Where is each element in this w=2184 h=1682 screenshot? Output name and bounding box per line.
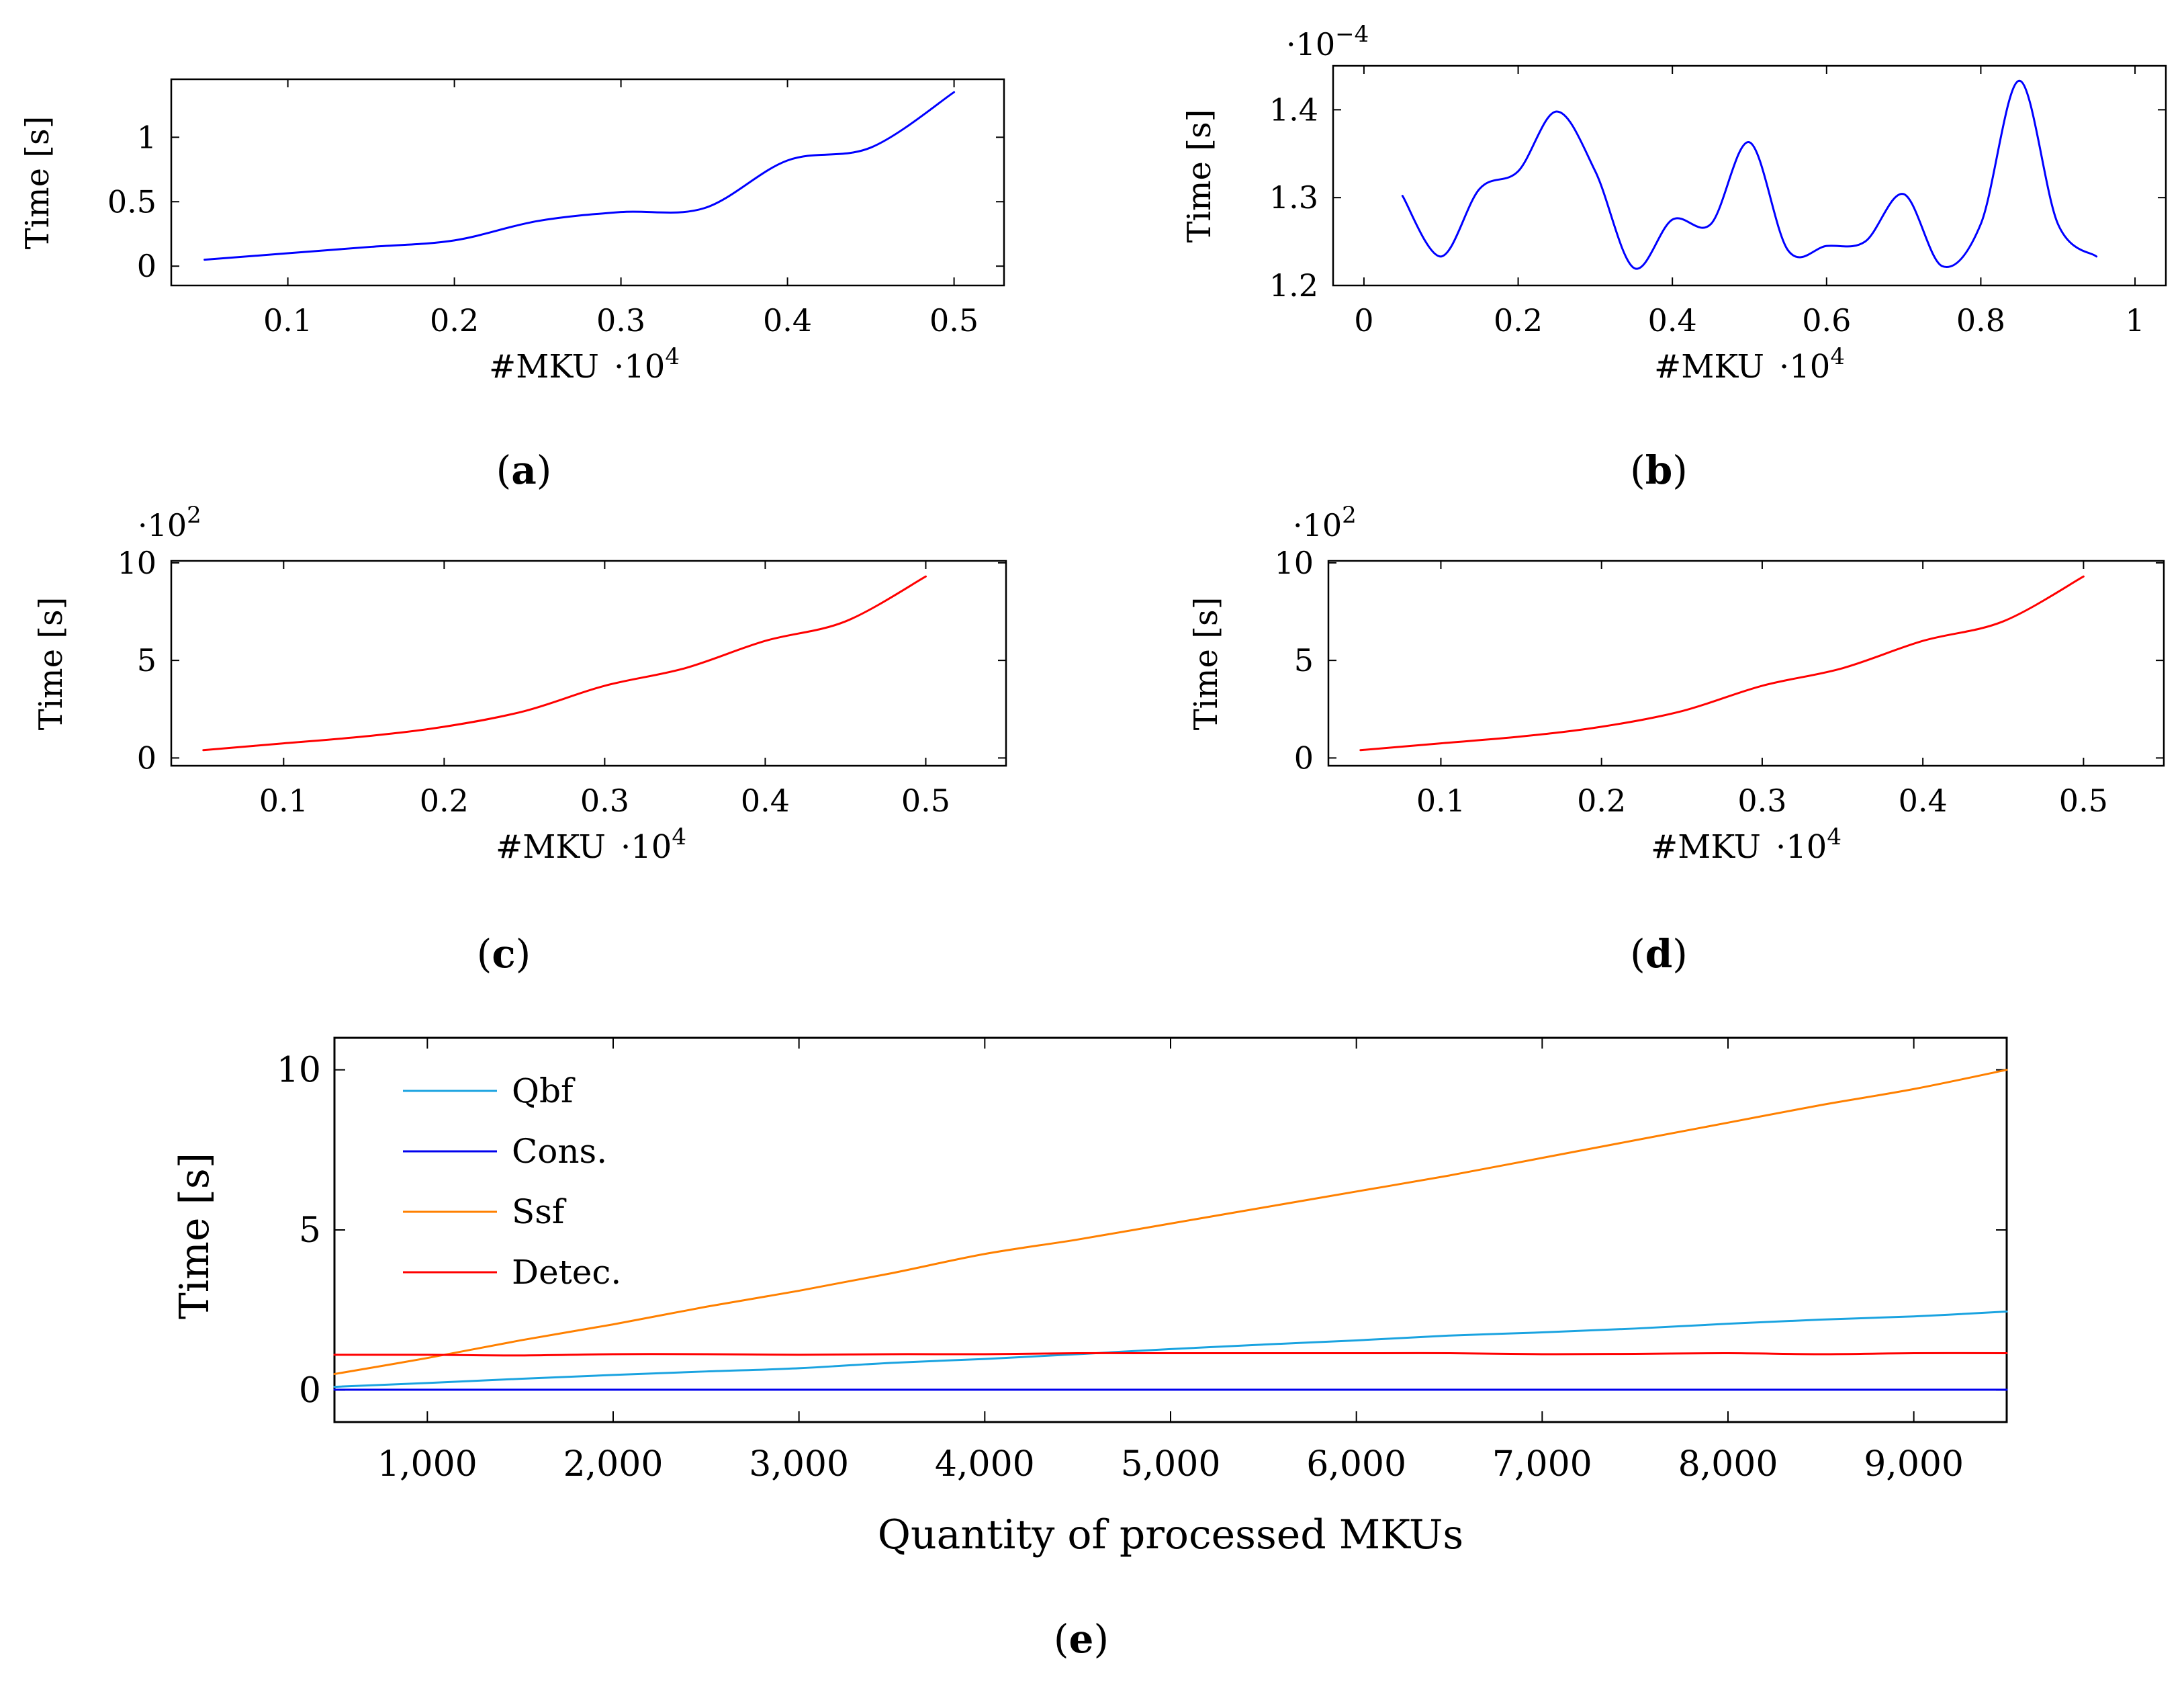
y-tick-label-e: 0 [299, 1370, 321, 1411]
x-tick-label-d: 0.3 [1737, 783, 1786, 819]
y-tick-label-d: 5 [1294, 642, 1314, 678]
x-tick-label-e: 6,000 [1306, 1444, 1406, 1485]
series-line-c-0 [202, 575, 927, 752]
y-tick-label-c: 10 [117, 545, 156, 581]
chart-panel-a: 0.1 0.2 0.3 0.4 0.5 0 0.5 1 Time [s] #MKU ·104 (a) [19, 78, 1005, 493]
x-tick-label-d: 0.4 [1899, 783, 1948, 819]
x-axis-label-c: #MKU ·104 [496, 824, 686, 866]
legend-label-cons: Cons. [512, 1132, 607, 1171]
caption-a: (a) [496, 447, 552, 493]
caption-c: (c) [477, 931, 531, 977]
series-line-a-0 [203, 91, 956, 261]
x-tick-label-c: 0.1 [259, 783, 308, 819]
x-tick-label-e: 9,000 [1864, 1444, 1964, 1485]
plot-frame-a [170, 78, 1005, 287]
caption-e: (e) [1054, 1616, 1109, 1662]
series-line-d-0 [1359, 575, 2085, 752]
caption-b: (b) [1630, 447, 1688, 493]
x-tick-label-b: 0.6 [1802, 302, 1851, 339]
plot-frame-e [333, 1036, 2008, 1423]
y-multiplier-b: ·10−4 [1286, 21, 1369, 62]
y-tick-label-b: 1.4 [1269, 91, 1318, 128]
x-tick-label-e: 1,000 [377, 1444, 477, 1485]
legend-label-ssf: Ssf [512, 1192, 567, 1231]
x-tick-label-e: 5,000 [1121, 1444, 1221, 1485]
y-tick-label-b: 1.2 [1269, 267, 1318, 304]
y-tick-label-b: 1.3 [1269, 179, 1318, 216]
y-tick-label-e: 10 [277, 1051, 321, 1091]
plot-frame-b [1332, 64, 2167, 287]
y-tick-label-a: 0 [137, 248, 156, 284]
y-tick-label-d: 0 [1294, 740, 1314, 776]
y-tick-label-c: 0 [137, 740, 156, 776]
x-tick-label-a: 0.5 [929, 302, 979, 339]
y-axis-label-e: Time [s] [171, 1153, 218, 1319]
chart-panel-c: 0.1 0.2 0.3 0.4 0.5 0 5 10 Time [s] #MKU ·104 ·102 (… [32, 502, 1007, 977]
x-tick-label-a: 0.1 [263, 302, 312, 339]
y-axis-label-c: Time [s] [32, 597, 70, 731]
y-tick-label-e: 5 [299, 1210, 321, 1251]
x-tick-label-d: 0.5 [2059, 783, 2108, 819]
caption-d: (d) [1630, 931, 1688, 977]
x-tick-label-b: 1 [2125, 302, 2144, 339]
series-line-e-detec [333, 1352, 2008, 1357]
x-tick-label-b: 0.2 [1494, 302, 1543, 339]
x-tick-label-e: 2,000 [563, 1444, 664, 1485]
series-line-e-ssf [333, 1069, 2008, 1375]
x-tick-label-a: 0.2 [430, 302, 479, 339]
legend-label-detec: Detec. [512, 1253, 621, 1292]
x-tick-label-e: 7,000 [1492, 1444, 1592, 1485]
y-multiplier-d: ·102 [1293, 502, 1357, 543]
legend: Qbf Cons. Ssf Detec. [403, 1071, 621, 1292]
y-tick-label-d: 10 [1274, 545, 1314, 581]
chart-panel-d: 0.1 0.2 0.3 0.4 0.5 0 5 10 Time [s] #MKU ·104 ·102 (… [1187, 502, 2165, 977]
plot-frame-c [170, 560, 1007, 767]
x-tick-label-c: 0.5 [901, 783, 950, 819]
chart-panel-b: 0 0.2 0.4 0.6 0.8 1 1.2 1.3 1.4 Time [s] #MKU ·104 ·… [1181, 21, 2167, 493]
x-axis-label-a: #MKU ·104 [489, 343, 680, 386]
y-axis-label-a: Time [s] [19, 116, 56, 250]
x-tick-label-c: 0.3 [580, 783, 629, 819]
x-tick-label-d: 0.2 [1577, 783, 1626, 819]
x-tick-label-e: 4,000 [935, 1444, 1035, 1485]
y-multiplier-c: ·102 [138, 502, 201, 543]
legend-label-qbf: Qbf [512, 1071, 576, 1110]
y-axis-label-d: Time [s] [1187, 597, 1225, 731]
plot-frame-d [1327, 560, 2165, 767]
x-tick-label-b: 0.8 [1956, 302, 2005, 339]
x-axis-label-e: Quantity of processed MKUs [878, 1511, 1463, 1558]
y-tick-label-c: 5 [137, 642, 156, 678]
chart-panel-e: 1,000 2,000 3,000 4,000 5,000 6,000 7,000 8,000… [171, 1036, 2008, 1662]
x-tick-label-e: 3,000 [749, 1444, 849, 1485]
series-line-b-0 [1401, 79, 2098, 270]
x-tick-label-a: 0.4 [763, 302, 812, 339]
y-tick-label-a: 1 [137, 119, 156, 155]
series-line-e-qbf [333, 1311, 2008, 1388]
x-tick-label-c: 0.4 [741, 783, 790, 819]
x-tick-label-e: 8,000 [1678, 1444, 1778, 1485]
x-axis-label-d: #MKU ·104 [1651, 824, 1841, 866]
x-tick-label-a: 0.3 [596, 302, 645, 339]
y-tick-label-a: 0.5 [107, 183, 156, 220]
x-tick-label-c: 0.2 [420, 783, 469, 819]
x-axis-label-b: #MKU ·104 [1654, 343, 1845, 386]
x-tick-label-b: 0.4 [1648, 302, 1697, 339]
x-tick-label-d: 0.1 [1416, 783, 1465, 819]
x-tick-label-b: 0 [1354, 302, 1373, 339]
y-axis-label-b: Time [s] [1181, 109, 1218, 243]
